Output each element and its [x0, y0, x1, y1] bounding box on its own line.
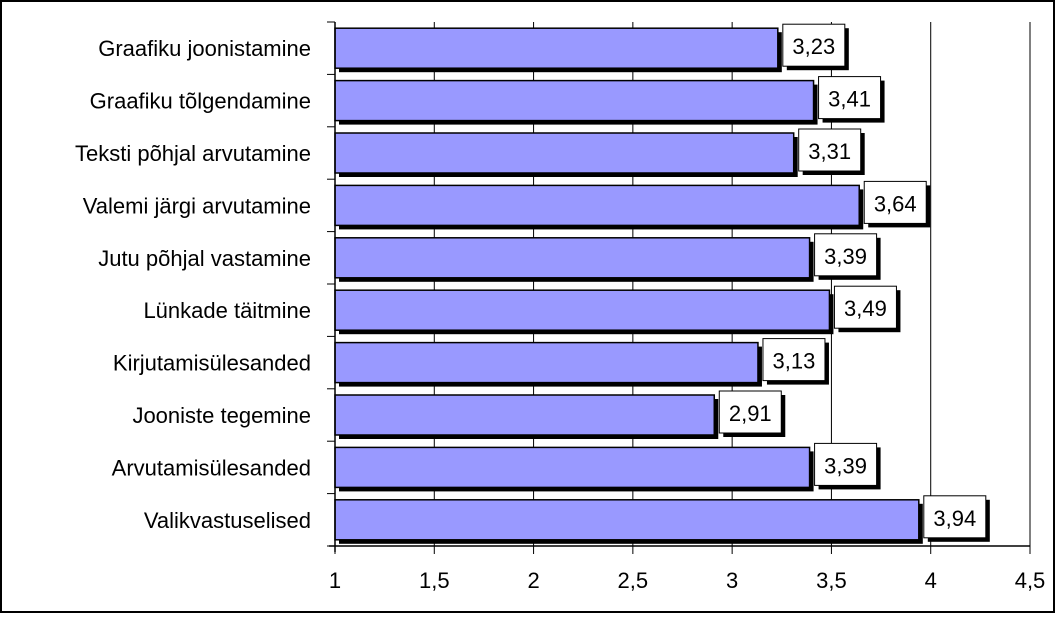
value-label: 3,64: [874, 191, 917, 216]
value-label: 3,41: [828, 87, 871, 112]
x-tick-label: 2,5: [618, 568, 649, 593]
axes-layer: 1 1,5 2 2,5 3 3,5 4 4,5: [327, 21, 1046, 593]
bar: [334, 394, 716, 436]
value-label-box: [762, 338, 826, 382]
bar: [334, 446, 811, 489]
bar: [334, 499, 920, 541]
bar: [334, 237, 811, 279]
x-tick-label: 4,5: [1015, 568, 1046, 593]
value-label: 3,49: [844, 296, 887, 321]
bar: [334, 341, 759, 384]
category-label: Graafiku tõlgendamine: [90, 89, 311, 114]
value-label-box: [863, 180, 927, 224]
value-label: 3,31: [808, 139, 851, 164]
category-label: Jooniste tegemine: [132, 403, 311, 428]
value-label: 3,94: [933, 506, 976, 531]
category-label: Teksti põhjal arvutamine: [75, 141, 311, 166]
value-label-box: [782, 23, 846, 67]
value-label: 3,23: [792, 34, 835, 59]
value-label-box: [923, 495, 987, 539]
x-tick-label: 4: [925, 568, 937, 593]
bar: [334, 132, 795, 174]
category-label: Valemi järgi arvutamine: [83, 193, 311, 218]
bars-layer: [334, 27, 923, 544]
value-label-box: [814, 233, 878, 277]
bar: [334, 27, 779, 69]
category-label: Kirjutamisülesanded: [113, 351, 311, 376]
labels-layer: Graafiku joonistamine 3,23 Graafiku tõlgen…: [75, 23, 990, 542]
category-label: Jutu põhjal vastamine: [98, 246, 311, 271]
category-label: Graafiku joonistamine: [98, 36, 311, 61]
x-tick-label: 3: [726, 568, 738, 593]
x-tick-label: 1: [329, 568, 341, 593]
value-label: 3,13: [773, 349, 816, 374]
value-label-box: [814, 442, 878, 486]
bar: [334, 184, 860, 227]
x-tick-label: 2: [527, 568, 539, 593]
x-tick-label: 3,5: [816, 568, 847, 593]
x-tick-label: 1,5: [419, 568, 450, 593]
category-label: Arvutamisülesanded: [112, 455, 311, 480]
value-label: 3,39: [824, 453, 867, 478]
value-label-box: [798, 128, 862, 172]
bar: [334, 289, 831, 331]
category-label: Valikvastuselised: [144, 508, 311, 533]
value-label: 2,91: [729, 401, 772, 426]
value-label-box: [833, 285, 897, 329]
bar: [334, 79, 815, 122]
value-label-box: [718, 390, 782, 434]
category-label: Lünkade täitmine: [143, 298, 311, 323]
value-label: 3,39: [824, 244, 867, 269]
value-label-box: [818, 76, 882, 120]
